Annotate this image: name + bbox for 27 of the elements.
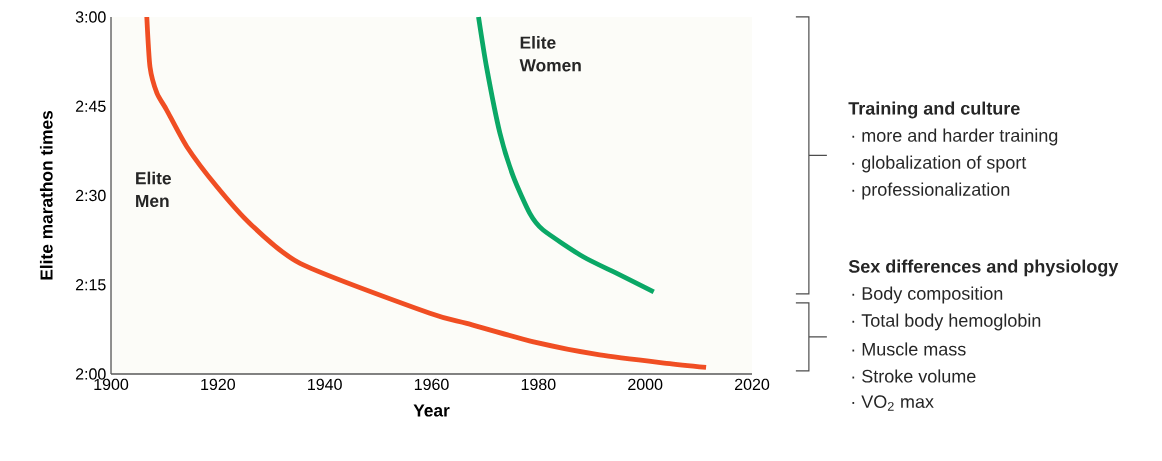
y-tick-label: 2:15 — [75, 279, 106, 291]
x-axis-title: Year — [413, 404, 450, 417]
x-tick-label: 1900 — [94, 378, 129, 391]
text: Sex differences and physiology — [848, 259, 1119, 277]
text: · more and harder training — [852, 128, 1058, 146]
x-tick-label: 1940 — [308, 378, 342, 391]
text: · globalization of sport — [852, 155, 1027, 173]
line-series — [476, 14, 657, 295]
text: · Muscle mass — [852, 342, 966, 356]
x-tick-label: 1980 — [521, 378, 556, 391]
x-tick-label: 2020 — [735, 378, 770, 391]
series-label: Elite Men — [136, 171, 171, 208]
text: · VO$_{2}$ max — [852, 395, 934, 411]
series-label: Elite Women — [519, 35, 581, 72]
text: · Stroke volume — [852, 369, 976, 383]
x-tick-label: 2000 — [628, 378, 663, 391]
text: · Body composition — [852, 286, 1003, 304]
y-axis-title: Elite marathon times — [39, 110, 53, 280]
x-tick-label: 1960 — [414, 378, 449, 391]
y-tick-label: 3:00 — [75, 11, 106, 23]
text: · Total body hemoglobin — [852, 313, 1041, 331]
text: · professionalization — [852, 182, 1010, 200]
y-tick-label: 2:45 — [75, 100, 106, 112]
x-tick-label: 1920 — [201, 378, 236, 391]
text: Training and culture — [848, 101, 1020, 119]
y-tick-label: 2:30 — [75, 189, 106, 202]
y-tick-label: 2:00 — [75, 368, 106, 380]
